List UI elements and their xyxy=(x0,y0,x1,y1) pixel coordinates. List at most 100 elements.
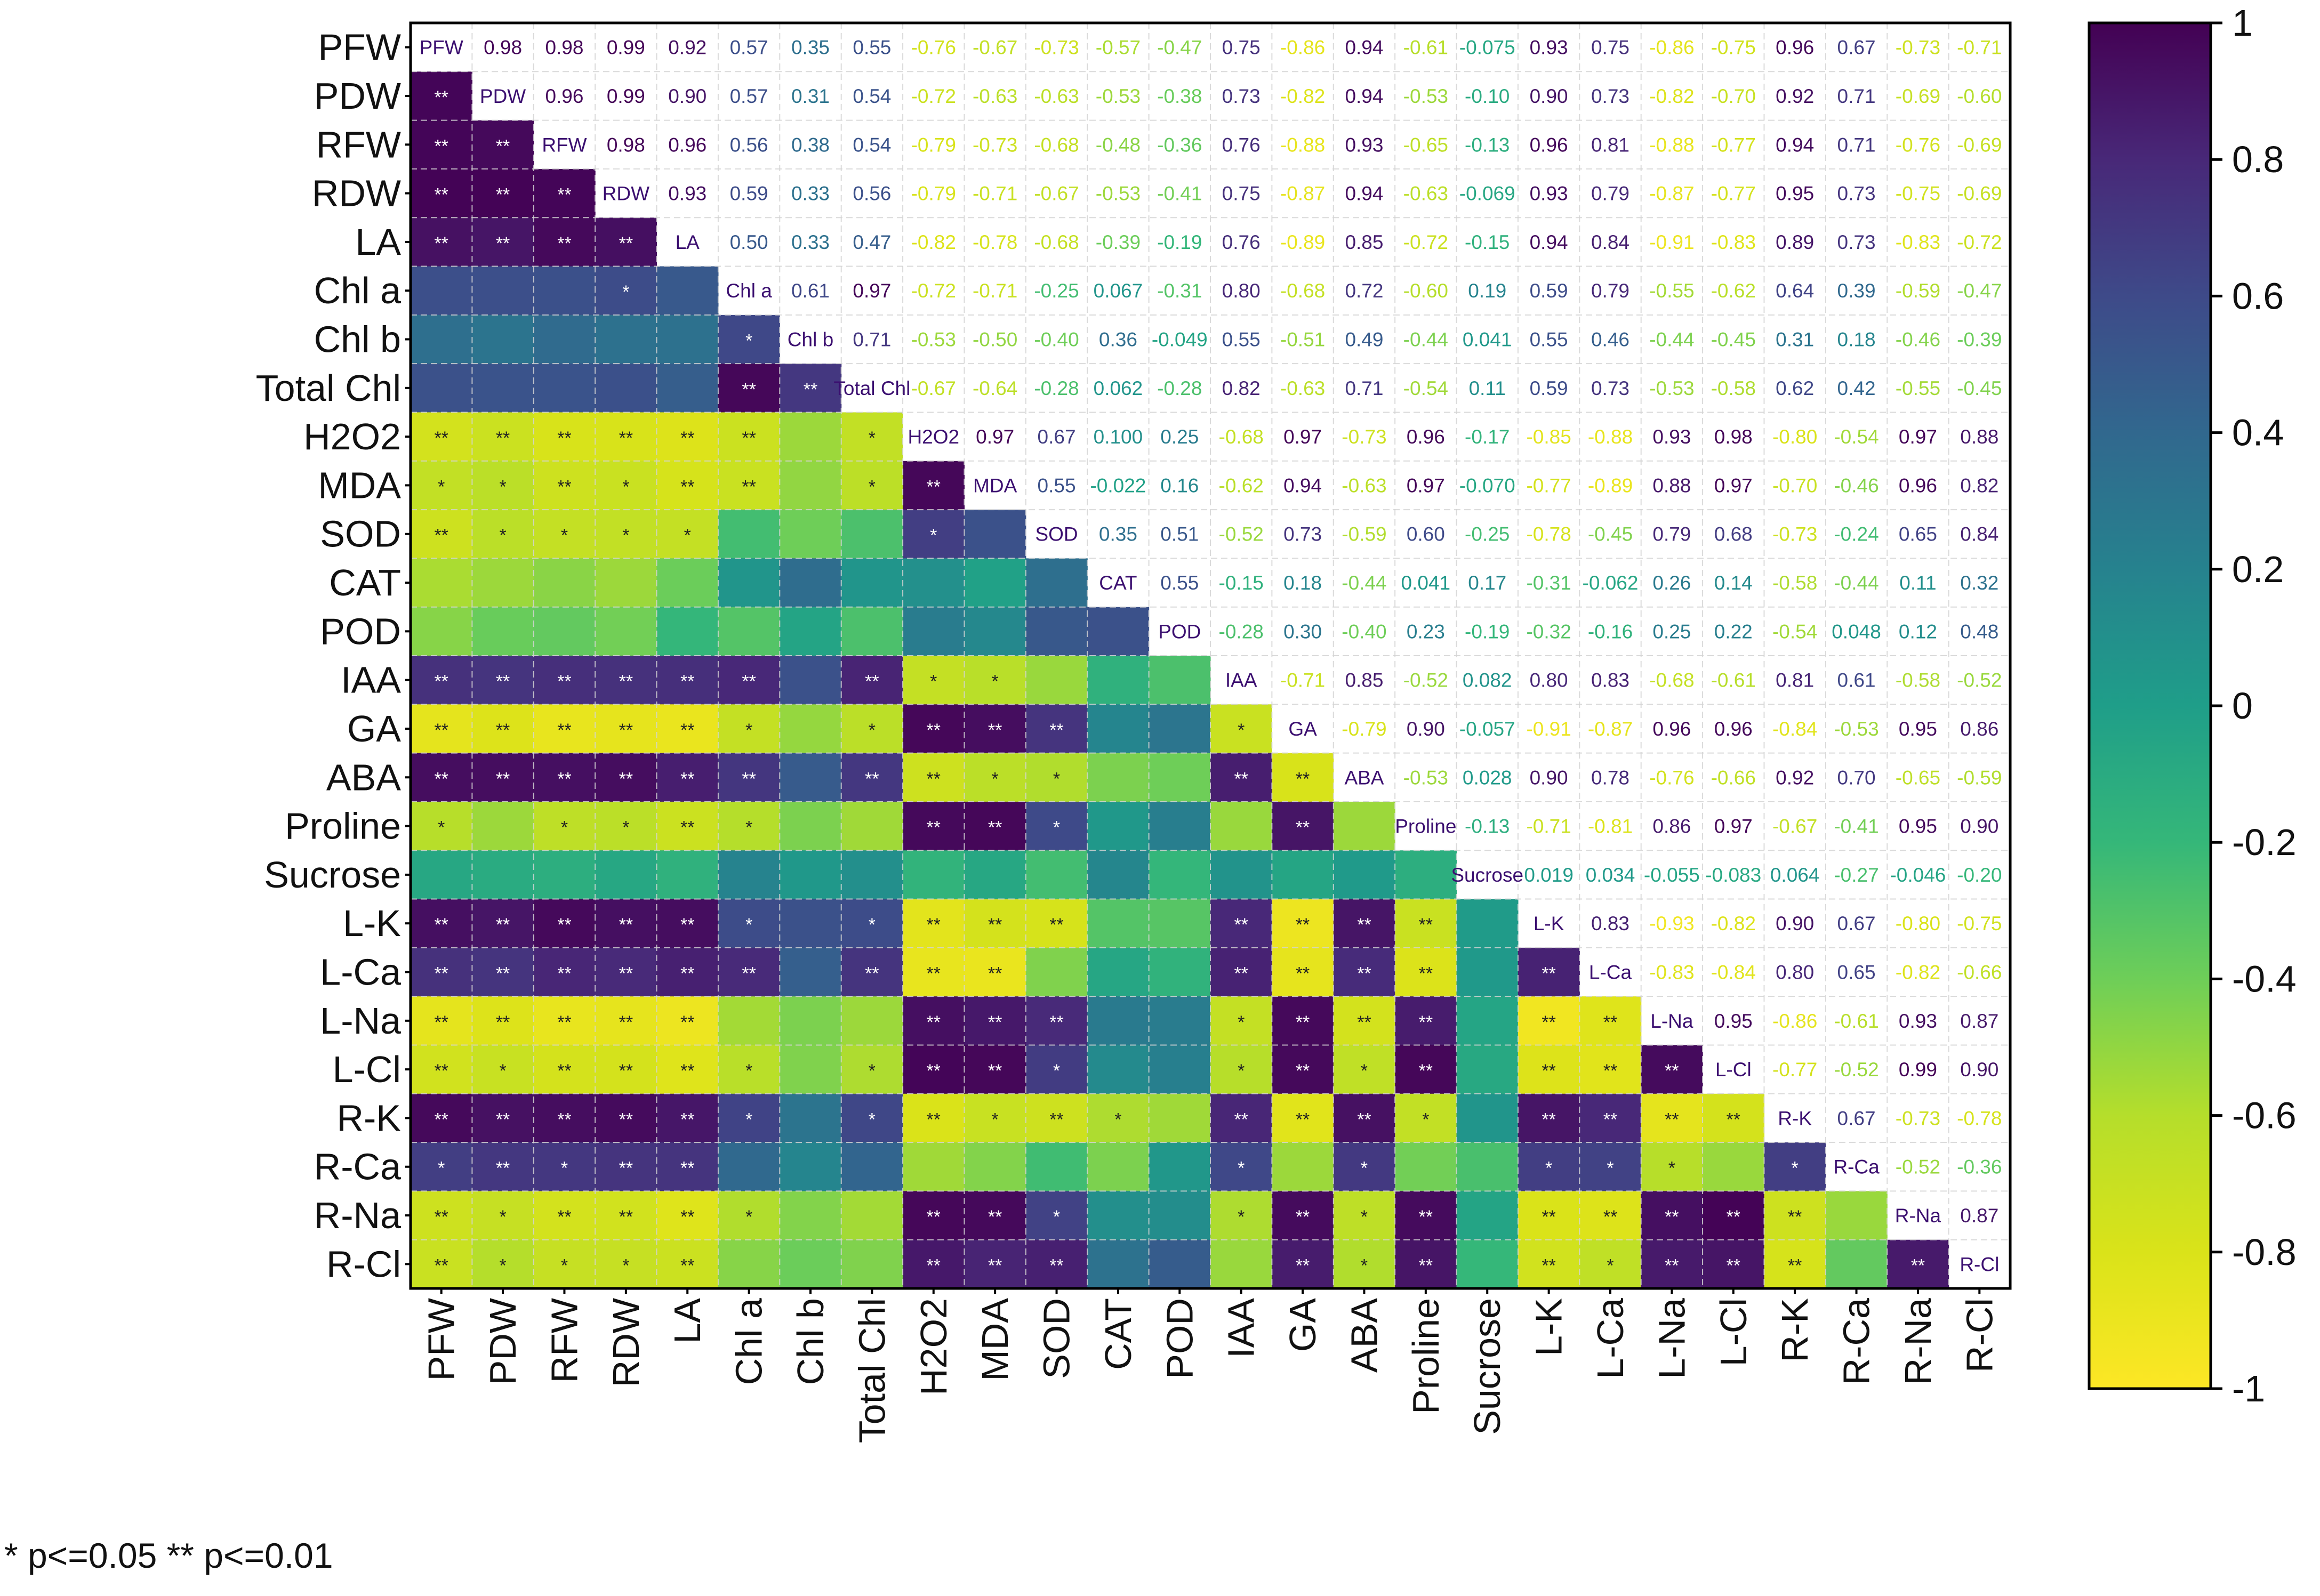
sig-mark-R-K-H2O2: ** xyxy=(927,1109,941,1130)
value-label-RDW-Sucrose: -0.069 xyxy=(1459,183,1515,205)
sig-mark-L-K-Chl a: * xyxy=(745,915,752,935)
value-label-CAT-L-Cl: 0.14 xyxy=(1714,572,1753,594)
cell-Total Chl-Chl b xyxy=(780,364,842,413)
sig-mark-R-Cl-L-Na: ** xyxy=(1665,1255,1679,1276)
value-label-CAT-R-Ca: -0.44 xyxy=(1834,572,1879,594)
sig-mark-L-Na-LA: ** xyxy=(680,1012,694,1033)
cell-R-Ca-L-Ca xyxy=(1579,1142,1642,1191)
sig-mark-R-Na-RFW: ** xyxy=(557,1207,571,1227)
value-label-PFW-L-K: 0.93 xyxy=(1530,37,1568,59)
cell-ABA-MDA xyxy=(964,753,1026,802)
cell-GA-IAA xyxy=(1210,704,1272,754)
sig-mark-Proline-RFW: * xyxy=(561,818,568,838)
cell-R-Cl-LA xyxy=(656,1239,719,1289)
cell-CAT-PDW xyxy=(472,558,534,608)
sig-mark-RFW-PFW: ** xyxy=(434,136,448,156)
cell-R-Na-SOD xyxy=(1025,1191,1088,1240)
value-label-L-Na-R-Na: 0.93 xyxy=(1899,1010,1937,1032)
value-label-PFW-L-Ca: 0.75 xyxy=(1591,37,1629,59)
value-label-GA-L-Na: 0.96 xyxy=(1652,718,1691,740)
value-label-ABA-R-Cl: -0.59 xyxy=(1957,767,2002,788)
cell-L-Ca-L-K xyxy=(1518,947,1580,997)
sig-mark-R-K-LA: ** xyxy=(680,1109,694,1130)
value-label-Chl a-MDA: -0.71 xyxy=(973,280,1017,302)
value-label-L-Ca-L-Cl: -0.84 xyxy=(1711,962,1756,984)
value-label-Chl a-L-Cl: -0.62 xyxy=(1711,280,1756,302)
value-label-SOD-CAT: 0.35 xyxy=(1099,523,1137,545)
sig-mark-R-Cl-GA: ** xyxy=(1296,1255,1310,1276)
value-label-ABA-L-Cl: -0.66 xyxy=(1711,767,1756,788)
diag-label-RDW: RDW xyxy=(603,183,649,205)
value-label-Proline-Sucrose: -0.13 xyxy=(1465,816,1510,837)
cell-L-Cl-MDA xyxy=(964,1045,1026,1094)
value-label-IAA-L-Cl: -0.61 xyxy=(1711,670,1756,691)
value-label-ABA-L-Na: -0.76 xyxy=(1649,767,1694,788)
cell-L-Na-ABA xyxy=(1333,996,1395,1046)
cell-L-Ca-PDW xyxy=(472,947,534,997)
cell-Proline-PDW xyxy=(472,801,534,851)
value-label-Chl a-Chl b: 0.61 xyxy=(791,280,830,302)
cell-L-Cl-IAA xyxy=(1210,1045,1272,1094)
sig-mark-R-Ca-RFW: * xyxy=(561,1158,568,1179)
sig-mark-GA-RDW: ** xyxy=(619,720,633,740)
cell-Proline-SOD xyxy=(1025,801,1088,851)
cell-L-K-Proline xyxy=(1395,899,1457,948)
sig-mark-L-Na-PDW: ** xyxy=(496,1012,510,1033)
column-labels: PFW PDW RFW RDW LA Chl a Chl b Total Chl H2O2 MDA… xyxy=(421,1288,2000,1443)
value-label-CAT-R-K: -0.58 xyxy=(1772,572,1817,594)
value-label-LA-Chl a: 0.50 xyxy=(730,231,768,253)
cell-LA-RDW xyxy=(595,217,657,267)
row-label-GA: GA xyxy=(347,708,401,749)
colorbar-tick-label: -1 xyxy=(2232,1368,2265,1409)
value-label-Chl a-SOD: -0.25 xyxy=(1034,280,1079,302)
cell-Chl a-PFW xyxy=(411,266,472,316)
cell-Proline-CAT xyxy=(1087,801,1150,851)
value-label-Sucrose-R-Ca: -0.27 xyxy=(1834,864,1879,886)
value-label-RDW-LA: 0.93 xyxy=(668,183,707,205)
cell-IAA-POD xyxy=(1149,656,1211,705)
sig-mark-L-K-H2O2: ** xyxy=(927,915,941,935)
value-label-MDA-GA: 0.94 xyxy=(1283,474,1322,496)
cell-R-K-GA xyxy=(1272,1093,1334,1143)
cell-R-Na-PDW xyxy=(472,1191,534,1240)
value-label-PDW-LA: 0.90 xyxy=(668,85,707,107)
cell-R-Ca-RFW xyxy=(533,1142,596,1191)
sig-mark-ABA-H2O2: ** xyxy=(927,769,941,789)
cell-R-K-CAT xyxy=(1087,1093,1150,1143)
sig-mark-R-Ca-IAA: * xyxy=(1238,1158,1245,1179)
sig-mark-H2O2-Total Chl: * xyxy=(869,428,876,448)
cell-R-K-L-K xyxy=(1518,1093,1580,1143)
cell-L-Ca-RDW xyxy=(595,947,657,997)
value-label-IAA-ABA: 0.85 xyxy=(1345,670,1383,691)
cell-H2O2-PDW xyxy=(472,412,534,462)
cell-ABA-RFW xyxy=(533,753,596,802)
cell-L-K-RDW xyxy=(595,899,657,948)
value-label-R-Na-R-Cl: 0.87 xyxy=(1960,1205,1998,1227)
value-label-H2O2-GA: 0.97 xyxy=(1283,426,1322,448)
value-label-Chl b-GA: -0.51 xyxy=(1280,329,1325,351)
cell-Sucrose-PFW xyxy=(411,850,472,900)
cell-L-Na-Chl a xyxy=(718,996,780,1046)
value-label-Chl b-R-K: 0.31 xyxy=(1776,329,1814,351)
value-label-RDW-L-Cl: -0.77 xyxy=(1711,183,1756,205)
sig-mark-IAA-RFW: ** xyxy=(557,672,571,692)
cell-Sucrose-Chl a xyxy=(718,850,780,900)
cell-R-Cl-PFW xyxy=(411,1239,472,1289)
value-label-RFW-CAT: -0.48 xyxy=(1096,134,1141,156)
cell-R-Na-L-K xyxy=(1518,1191,1580,1240)
value-label-Chl a-L-Ca: 0.79 xyxy=(1591,280,1629,302)
cell-L-Ca-MDA xyxy=(964,947,1026,997)
cell-R-Ca-Chl b xyxy=(780,1142,842,1191)
sig-mark-R-Ca-PDW: ** xyxy=(496,1158,510,1179)
sig-mark-L-Na-RDW: ** xyxy=(619,1012,633,1033)
value-label-Chl b-Proline: -0.44 xyxy=(1403,329,1448,351)
diag-label-R-Cl: R-Cl xyxy=(1960,1253,1999,1275)
cell-RDW-PFW xyxy=(411,168,472,218)
value-label-PDW-RDW: 0.99 xyxy=(607,85,645,107)
diag-label-SOD: SOD xyxy=(1035,523,1078,545)
value-label-Total Chl-Proline: -0.54 xyxy=(1403,377,1448,399)
sig-mark-Total Chl-Chl a: ** xyxy=(742,380,756,400)
cell-R-Cl-H2O2 xyxy=(903,1239,965,1289)
sig-mark-MDA-LA: ** xyxy=(680,477,694,497)
sig-mark-R-Na-H2O2: ** xyxy=(927,1207,941,1227)
